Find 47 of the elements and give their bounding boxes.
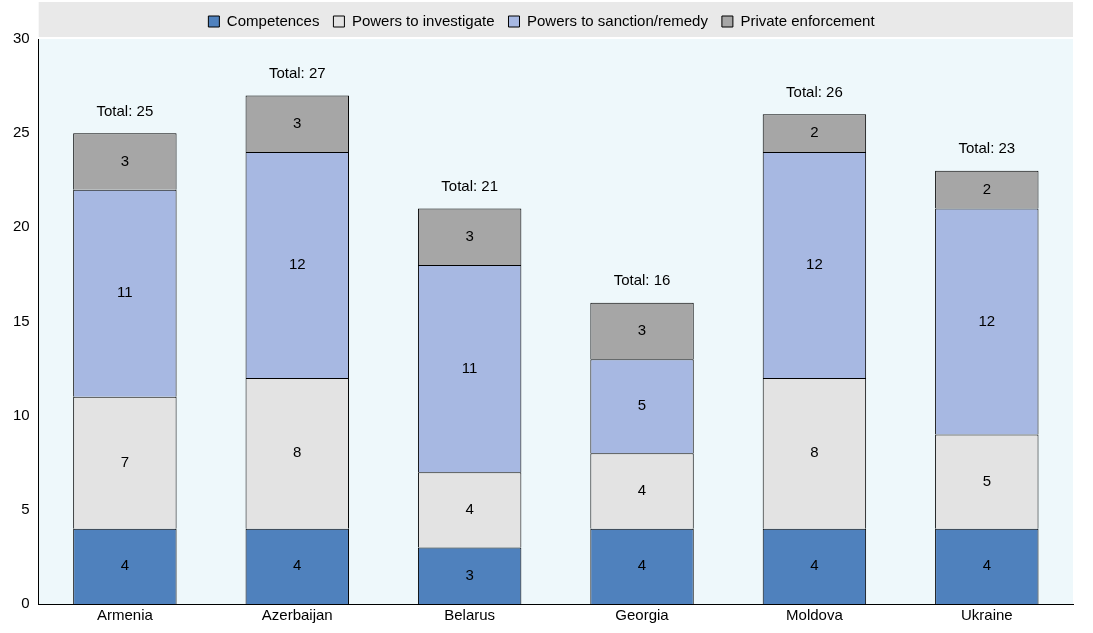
total-label: Total: 21: [441, 177, 499, 195]
x-tick-label: Belarus: [444, 606, 496, 624]
total-label: Total: 23: [958, 139, 1016, 157]
total-label: Total: 26: [786, 82, 843, 100]
data-label: 3: [637, 321, 647, 339]
x-tick-label: Azerbaijan: [261, 606, 333, 624]
data-label: 4: [465, 499, 474, 517]
data-label: 5: [982, 471, 991, 489]
x-tick-label: Armenia: [96, 606, 154, 624]
data-label: 8: [810, 443, 819, 461]
data-label: 11: [461, 358, 478, 376]
data-label: 4: [120, 556, 130, 574]
legend-label: Powers to investigate: [351, 11, 495, 29]
data-label: 4: [637, 556, 647, 574]
data-label: 4: [982, 556, 991, 574]
legend-label: Private enforcement: [740, 11, 876, 29]
x-tick-label: Ukraine: [960, 606, 1013, 624]
legend-label: Competences: [226, 11, 320, 29]
total-label: Total: 25: [96, 101, 154, 119]
y-tick-label: 5: [21, 499, 30, 517]
data-label: 12: [978, 311, 996, 329]
y-tick-label: 15: [13, 311, 30, 329]
data-label: 8: [293, 443, 302, 461]
legend-label: Powers to sanction/remedy: [526, 11, 709, 29]
data-label: 7: [120, 452, 130, 470]
data-label: 2: [810, 123, 819, 141]
y-tick-label: 30: [13, 29, 30, 47]
data-label: 11: [117, 283, 133, 301]
x-tick-label: Moldova: [786, 606, 844, 624]
data-label: 12: [288, 255, 306, 273]
total-label: Total: 27: [268, 64, 326, 82]
data-label: 2: [982, 179, 991, 197]
data-label: 4: [293, 556, 302, 574]
y-tick-label: 0: [21, 594, 30, 612]
data-label: 3: [465, 565, 474, 583]
y-tick-label: 25: [13, 123, 30, 141]
data-label: 5: [637, 396, 647, 414]
y-tick-label: 20: [13, 217, 30, 235]
data-label: 3: [120, 151, 130, 169]
y-tick-label: 10: [13, 405, 30, 423]
data-label: 12: [806, 255, 823, 273]
data-label: 3: [293, 113, 302, 131]
total-label: Total: 16: [613, 271, 671, 289]
data-label: 4: [810, 556, 819, 574]
x-tick-label: Georgia: [615, 606, 670, 624]
data-label: 3: [465, 226, 474, 244]
data-label: 4: [637, 481, 647, 499]
